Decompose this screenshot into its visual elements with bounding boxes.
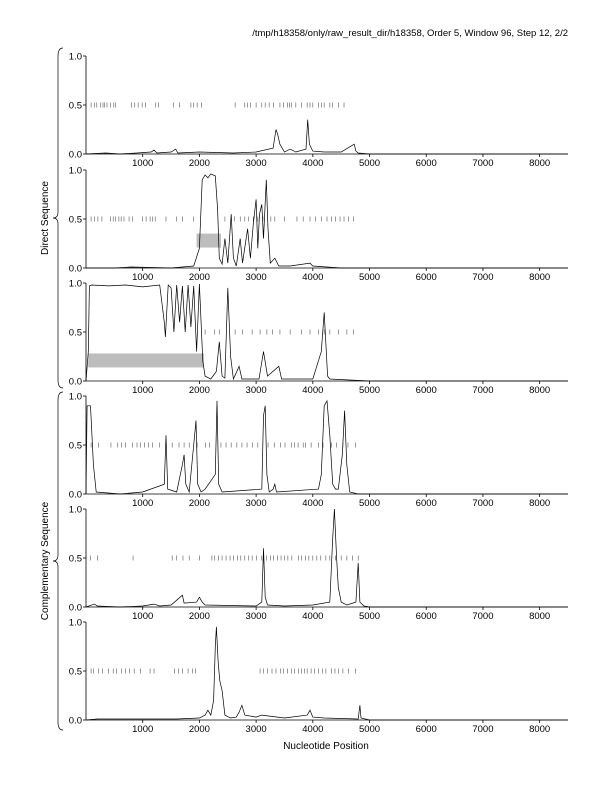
direct-sequence-bracket (52, 47, 64, 389)
direct-sequence-label: Direct Sequence (40, 181, 51, 255)
series-line (85, 399, 568, 495)
x-tick-label: 3000 (246, 498, 267, 509)
x-tick-label: 4000 (302, 272, 323, 283)
x-tick-label: 2000 (189, 498, 210, 509)
x-axis-label: Nucleotide Position (283, 741, 369, 752)
x-tick-label: 4000 (302, 611, 323, 622)
chart-title: /tmp/h18358/only/raw_result_dir/h18358, … (252, 28, 568, 39)
y-tick-label: 0.5 (69, 441, 82, 452)
series-line (85, 283, 568, 382)
x-tick-label: 5000 (359, 158, 380, 169)
x-tick-label: 5000 (359, 724, 380, 735)
panel-6: 0.0 0.5 1.0 1000 2000 3000 4000 5000 6000 7000 800… (69, 618, 568, 735)
x-tick-label: 8000 (529, 498, 550, 509)
y-tick-label: 1.0 (69, 279, 82, 290)
x-tick-label: 2000 (189, 272, 210, 283)
x-tick-label: 1000 (132, 498, 153, 509)
y-tick-label: 0.0 (69, 150, 82, 161)
x-tick-label: 7000 (472, 498, 493, 509)
x-tick-label: 8000 (529, 385, 550, 396)
x-tick-label: 3000 (246, 611, 267, 622)
x-tick-label: 6000 (416, 611, 437, 622)
x-tick-label: 1000 (132, 724, 153, 735)
x-tick-label: 3000 (246, 724, 267, 735)
x-tick-label: 1000 (132, 385, 153, 396)
x-tick-label: 7000 (472, 385, 493, 396)
group-brackets: Direct Sequence Complementary Sequence (40, 47, 64, 731)
x-tick-label: 3000 (246, 385, 267, 396)
x-tick-label: 6000 (416, 385, 437, 396)
complementary-sequence-bracket (52, 391, 64, 731)
panels-group: 0.0 0.5 1.0 1000 2000 3000 4000 5000 6000 7000 800… (69, 52, 568, 735)
x-tick-label: 4000 (302, 158, 323, 169)
x-tick-label: 5000 (359, 385, 380, 396)
series-line (86, 173, 568, 269)
y-tick-label: 0.0 (69, 377, 82, 388)
x-tick-label: 5000 (359, 272, 380, 283)
x-tick-label: 7000 (472, 611, 493, 622)
panel-1: 0.0 0.5 1.0 1000 2000 3000 4000 5000 6000 7000 800… (69, 52, 568, 169)
y-tick-label: 1.0 (69, 392, 82, 403)
y-tick-label: 1.0 (69, 618, 82, 629)
series-line (85, 508, 568, 608)
x-tick-label: 2000 (189, 611, 210, 622)
series-line (85, 626, 568, 721)
y-tick-label: 1.0 (69, 166, 82, 177)
y-tick-label: 1.0 (69, 52, 82, 63)
x-tick-label: 1000 (132, 158, 153, 169)
panel-5: 0.0 0.5 1.0 1000 2000 3000 4000 5000 6000 7000 800… (69, 505, 568, 622)
y-tick-label: 0.0 (69, 490, 82, 501)
x-tick-label: 2000 (189, 385, 210, 396)
x-tick-label: 8000 (529, 611, 550, 622)
x-tick-label: 6000 (416, 498, 437, 509)
x-tick-label: 8000 (529, 724, 550, 735)
window-bar (196, 233, 221, 248)
x-tick-label: 3000 (246, 272, 267, 283)
x-tick-label: 5000 (359, 498, 380, 509)
series-line (85, 119, 568, 155)
x-tick-label: 6000 (416, 724, 437, 735)
x-tick-label: 2000 (189, 158, 210, 169)
x-tick-label: 5000 (359, 611, 380, 622)
x-tick-label: 6000 (416, 272, 437, 283)
y-tick-label: 0.5 (69, 101, 82, 112)
x-tick-label: 1000 (132, 272, 153, 283)
y-tick-label: 0.5 (69, 554, 82, 565)
y-tick-label: 0.5 (69, 667, 82, 678)
x-tick-label: 3000 (246, 158, 267, 169)
x-tick-label: 7000 (472, 272, 493, 283)
y-tick-label: 0.5 (69, 328, 82, 339)
panel-3: 0.0 0.5 1.0 1000 2000 3000 4000 5000 6000 7000 800… (69, 279, 568, 396)
x-tick-label: 4000 (302, 724, 323, 735)
panel-4: 0.0 0.5 1.0 1000 2000 3000 4000 5000 6000 7000 800… (69, 392, 568, 509)
complementary-sequence-label: Complementary Sequence (40, 501, 51, 620)
y-tick-label: 1.0 (69, 505, 82, 516)
x-tick-label: 4000 (302, 385, 323, 396)
x-tick-label: 2000 (189, 724, 210, 735)
panel-2: 0.0 0.5 1.0 1000 2000 3000 4000 5000 6000 7000 800… (69, 166, 568, 283)
y-tick-label: 0.0 (69, 716, 82, 727)
window-bar (88, 353, 204, 368)
x-tick-label: 8000 (529, 158, 550, 169)
x-tick-label: 6000 (416, 158, 437, 169)
x-tick-label: 7000 (472, 158, 493, 169)
y-tick-label: 0.5 (69, 215, 82, 226)
x-tick-label: 7000 (472, 724, 493, 735)
y-tick-label: 0.0 (69, 603, 82, 614)
x-tick-label: 8000 (529, 272, 550, 283)
x-tick-label: 4000 (302, 498, 323, 509)
x-tick-label: 1000 (132, 611, 153, 622)
y-tick-label: 0.0 (69, 264, 82, 275)
